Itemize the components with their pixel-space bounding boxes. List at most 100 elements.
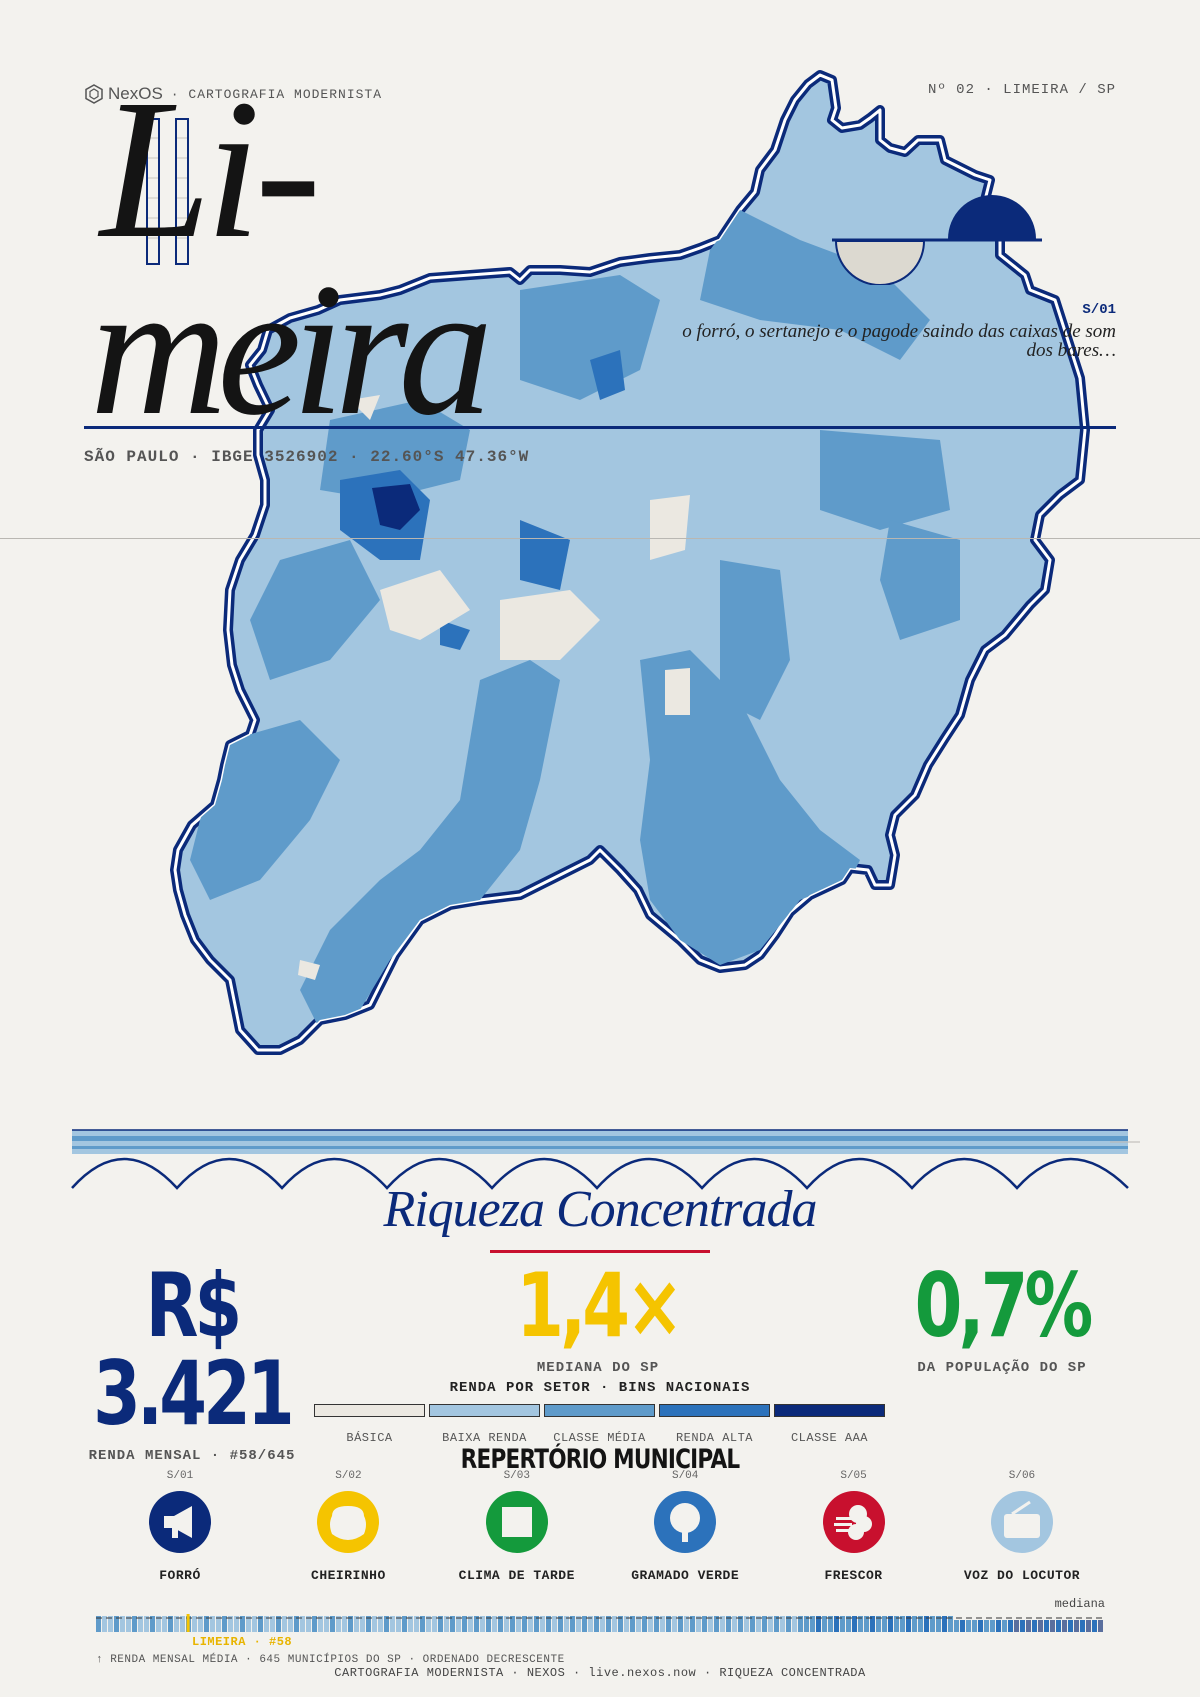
rank-cell [120,1616,125,1632]
legend-bin: RENDA ALTA [659,1404,770,1445]
rank-cell [390,1616,395,1632]
rank-cell [156,1616,161,1632]
rank-cell [528,1616,533,1632]
rank-cell [846,1616,851,1632]
repertorio-item-gramado-verde[interactable]: S/04 GRAMADO VERDE [601,1470,769,1583]
rank-cell [678,1616,683,1632]
rank-cell [96,1616,101,1632]
rank-cell [1068,1620,1073,1632]
issue-label: Nº 02 · LIMEIRA / SP [927,82,1116,98]
rank-cell [954,1620,959,1632]
rank-cell [756,1616,761,1632]
rank-cell [516,1616,521,1632]
nexos-icon [85,84,103,104]
title-line-2: meira [90,245,493,455]
rank-cell [282,1616,287,1632]
rank-cell [354,1616,359,1632]
repertorio-item-clima-de-tarde[interactable]: S/03 CLIMA DE TARDE [433,1470,601,1583]
rank-cell [522,1616,527,1632]
rank-cell [1014,1620,1019,1632]
repertorio-code: S/02 [335,1470,362,1482]
stat-renda: R$ 3.421 RENDA MENSAL · #58/645 [22,1262,362,1465]
brand-logo[interactable]: NexOS [84,84,163,104]
rank-cell [384,1616,389,1632]
rank-cell [348,1616,353,1632]
rank-cell [366,1616,371,1632]
repertorio-item-cheirinho[interactable]: S/02 CHEIRINHO [264,1470,432,1583]
rank-cell [924,1616,929,1632]
semicircle-ornament [832,195,1042,285]
legend-swatch [429,1404,540,1417]
rank-cell [444,1616,449,1632]
rank-cell [1032,1620,1037,1632]
rank-cell [486,1616,491,1632]
rank-cell [258,1616,263,1632]
rank-cell [204,1616,209,1632]
repertorio-title: REPERTÓRIO MUNICIPAL [460,1444,740,1475]
rank-cell [126,1616,131,1632]
legend-label: BAIXA RENDA [442,1431,527,1445]
rank-cell [342,1616,347,1632]
rank-cell [192,1616,197,1632]
rank-strip [96,1614,1104,1632]
title-line-1: Li- [100,59,321,280]
rank-cell [672,1616,677,1632]
rank-cell [780,1616,785,1632]
repertorio-label: FORRÓ [159,1568,201,1583]
section-title: Riqueza Concentrada [383,1181,817,1238]
rank-cell [870,1616,875,1632]
rank-cell [648,1616,653,1632]
rank-cell [294,1616,299,1632]
rank-cell [762,1616,767,1632]
rank-cell [594,1616,599,1632]
rank-cell [546,1616,551,1632]
rank-cell [504,1616,509,1632]
rank-cell [534,1616,539,1632]
rank-cell [936,1616,941,1632]
repertorio-item-voz-do-locutor[interactable]: S/06 VOZ DO LOCUTOR [938,1470,1106,1583]
rank-cell [1002,1620,1007,1632]
repertorio-item-forro[interactable]: S/01 FORRÓ [96,1470,264,1583]
stat-populacao: 0,7% DA POPULAÇÃO DO SP [832,1254,1172,1377]
rank-cell [1044,1620,1049,1632]
rank-cell [210,1616,215,1632]
rank-cell [882,1616,887,1632]
rank-cell [1062,1620,1067,1632]
rank-cell [1008,1620,1013,1632]
rank-cell [138,1616,143,1632]
wind-icon [822,1491,885,1553]
rank-cell [834,1616,839,1632]
rank-cell [618,1616,623,1632]
repertorio-code: S/04 [671,1470,699,1482]
rank-cell [108,1616,113,1632]
rank-cell [276,1616,281,1632]
brand-name: NexOS [108,84,163,103]
rank-cell [996,1620,1001,1632]
rank-cell [150,1616,155,1632]
rank-cell [624,1616,629,1632]
rank-cell [636,1616,641,1632]
rank-cell [378,1616,383,1632]
repertorio-code: S/01 [166,1470,194,1482]
rank-cell [414,1616,419,1632]
rank-cell [426,1616,431,1632]
rank-cell [822,1616,827,1632]
stat-mediana: 1,4× MEDIANA DO SP [428,1262,768,1377]
rank-cell [1026,1620,1031,1632]
coordinates: SÃO PAULO · IBGE 3526902 · 22.60°S 47.36… [84,448,530,466]
rank-cell [1050,1620,1055,1632]
repertorio-list: S/01 FORRÓ S/02 CHEIRINHO S/03 CLIMA DE … [96,1470,1106,1583]
rank-cell [468,1616,473,1632]
rank-cell [180,1616,185,1632]
repertorio-code: S/03 [503,1470,530,1482]
stat-value: 0,7% [914,1254,1094,1357]
rank-cell [582,1616,587,1632]
bun-icon [317,1491,380,1553]
rank-cell [702,1616,707,1632]
rank-cell [318,1616,323,1632]
rank-cell [552,1616,557,1632]
rank-cell [492,1616,497,1632]
rank-cell [144,1616,149,1632]
rank-cell [930,1616,935,1632]
repertorio-item-frescor[interactable]: S/05 FRESCOR [770,1470,938,1583]
